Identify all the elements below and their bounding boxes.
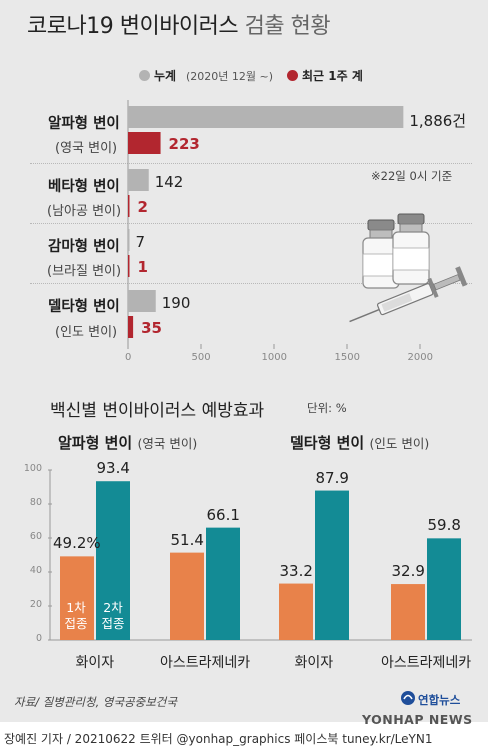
logo-english: YONHAP NEWS	[362, 712, 473, 727]
group-sub: (인도 변이)	[369, 436, 430, 451]
dose2-value-label: 66.1	[206, 505, 240, 524]
variant-name: 감마형 변이	[48, 239, 120, 255]
y-tick-label: 0	[35, 633, 42, 644]
legend-recent-label: 최근 1주 계	[302, 69, 363, 83]
title-main: 코로나19 변이바이러스	[27, 14, 239, 39]
cumulative-value-label: 142	[154, 173, 184, 191]
dose2-inbar-label: 2차 접종	[98, 600, 128, 632]
infographic-card: 코로나19 변이바이러스 검출 현황 누계 (2020년 12월 ~) 최근 1…	[0, 0, 488, 722]
vaccine-name: 화이자	[294, 655, 334, 671]
y-tick-label: 80	[29, 497, 42, 508]
title-rest: 검출 현황	[244, 14, 331, 39]
vaccine-name: 화이자	[75, 655, 115, 671]
dose1-bar	[170, 552, 204, 640]
dose2-value-label: 93.4	[96, 459, 130, 478]
cumulative-value-label: 190	[161, 294, 191, 312]
dose2-value-label: 59.8	[427, 516, 461, 535]
variant-sub: (남아공 변이)	[47, 204, 122, 219]
efficacy-unit: 단위: %	[307, 401, 347, 415]
recent-value-label: 2	[137, 198, 148, 216]
variant-name: 알파형 변이	[48, 116, 120, 132]
cumulative-value-label: 1,886건	[409, 112, 467, 130]
dose1-value-label: 33.2	[279, 561, 313, 580]
dose1-bar	[60, 556, 94, 640]
group-sub: (영국 변이)	[137, 436, 198, 451]
dose1-value-label: 51.4	[170, 530, 204, 549]
dose2-bar	[206, 527, 240, 640]
dose2-bar	[315, 490, 349, 640]
cumulative-bar	[128, 229, 130, 251]
variant-name: 베타형 변이	[48, 179, 120, 195]
dose2-inbar-line: 2차	[103, 600, 123, 615]
syringe-icon	[349, 266, 468, 323]
cumulative-value-label: 7	[135, 233, 146, 251]
x-tick-label: 2000	[407, 352, 433, 363]
dose1-inbar-line: 접종	[64, 616, 88, 631]
logo-korean: 연합뉴스	[418, 693, 461, 707]
legend: 누계 (2020년 12월 ~) 최근 1주 계	[0, 66, 488, 86]
cumulative-bar	[128, 290, 156, 312]
variant-sub: (인도 변이)	[55, 325, 118, 340]
as-of-note: ※22일 0시 기준	[371, 169, 453, 183]
recent-value-label: 35	[141, 319, 162, 337]
dose1-inbar-label: 1차 접종	[62, 600, 90, 632]
x-tick-label: 0	[125, 352, 132, 363]
efficacy-chart	[48, 469, 472, 641]
y-tick-label: 20	[29, 599, 42, 610]
legend-recent-swatch	[287, 70, 298, 81]
legend-cumulative-swatch	[139, 70, 150, 81]
y-tick-label: 100	[23, 463, 42, 474]
variant-name: 델타형 변이	[48, 299, 120, 315]
y-tick-label: 60	[29, 531, 42, 542]
variant-sub: (브라질 변이)	[47, 264, 122, 279]
page-title: 코로나19 변이바이러스 검출 현황	[27, 8, 331, 40]
yonhap-logo-icon	[401, 691, 415, 705]
vaccine-name: 아스트라제네카	[381, 655, 472, 671]
vaccine-vials-icon	[362, 213, 430, 289]
dose2-value-label: 87.9	[315, 468, 349, 487]
dose1-value-label: 32.9	[391, 562, 425, 581]
dose1-bar	[279, 583, 313, 640]
cumulative-bar	[128, 169, 149, 191]
group-name: 델타형 변이	[290, 434, 365, 452]
recent-bar	[128, 195, 130, 217]
recent-bar	[128, 255, 130, 277]
recent-value-label: 223	[168, 135, 200, 153]
row-divider	[30, 223, 472, 224]
legend-cumulative-range: (2020년 12월 ~)	[186, 70, 274, 83]
cumulative-bar	[128, 106, 404, 128]
x-tick-label: 1000	[261, 352, 287, 363]
recent-value-label: 1	[137, 258, 148, 276]
dose1-bar	[391, 584, 425, 640]
row-divider	[30, 163, 472, 164]
dose1-inbar-line: 1차	[66, 600, 86, 615]
detection-chart	[127, 100, 421, 349]
group-alpha-header: 알파형 변이 (영국 변이)	[58, 432, 197, 453]
dose1-value-label: 49.2%	[53, 534, 101, 553]
group-name: 알파형 변이	[58, 434, 133, 452]
dose2-inbar-line: 접종	[101, 616, 125, 631]
x-tick-label: 1500	[334, 352, 360, 363]
x-tick-label: 500	[191, 352, 211, 363]
dose2-bar	[427, 538, 461, 640]
recent-bar	[128, 316, 134, 338]
group-delta-header: 델타형 변이 (인도 변이)	[290, 432, 429, 453]
row-divider	[30, 283, 472, 284]
source-note: 자료/ 질병관리청, 영국공중보건국	[14, 695, 177, 709]
efficacy-title: 백신별 변이바이러스 예방효과	[50, 401, 265, 421]
y-tick-label: 40	[29, 565, 42, 576]
recent-bar	[128, 132, 161, 154]
legend-cumulative-label: 누계	[154, 69, 177, 83]
variant-sub: (영국 변이)	[55, 141, 118, 156]
vaccine-name: 아스트라제네카	[160, 655, 251, 671]
footer-credit: 장예진 기자 / 20210622 트위터 @yonhap_graphics 페…	[4, 732, 433, 746]
dose2-bar	[96, 481, 130, 640]
